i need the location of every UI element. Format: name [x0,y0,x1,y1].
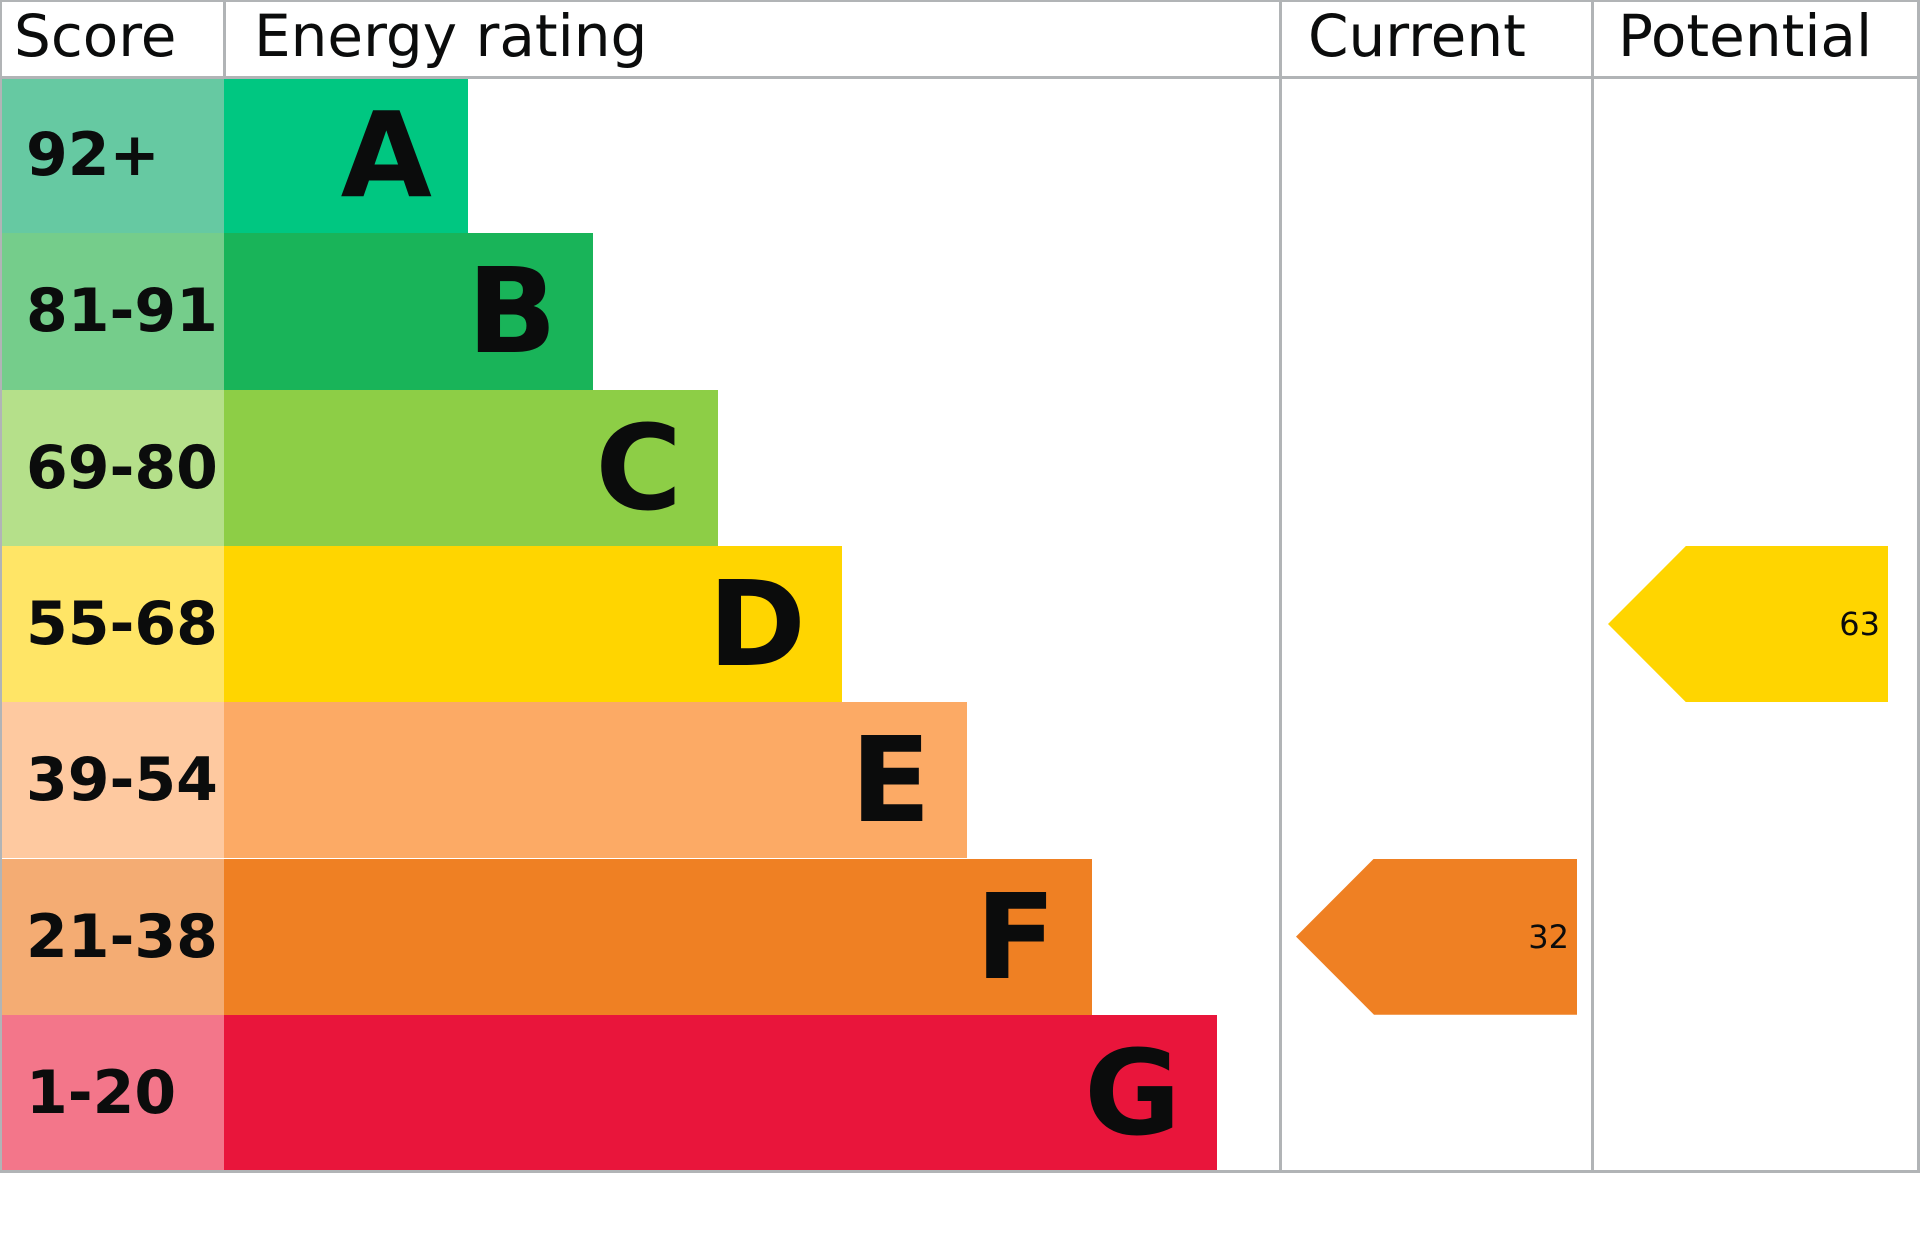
score-range-d: 55-68 [0,545,224,703]
rating-bar-d: D [224,545,842,703]
left-border [0,0,2,1172]
rating-bar-f: F [224,858,1092,1015]
score-range-c: 69-80 [0,389,224,546]
rating-bar-c: C [224,389,718,546]
header-potential: Potential [1618,2,1873,70]
current-rating-arrow: 32 [1296,858,1577,1015]
rating-bar-g: G [224,1014,1217,1172]
score-range-e: 39-54 [0,702,224,859]
bottom-border [0,1170,1920,1173]
potential-divider [1591,0,1594,1172]
rating-bar-e: E [224,702,967,859]
score-range-f: 21-38 [0,858,224,1015]
score-divider [223,0,226,78]
header-energy-rating: Energy rating [254,2,648,70]
score-range-g: 1-20 [0,1014,224,1172]
top-border [0,0,1920,2]
rating-bar-b: B [224,233,593,390]
header-score: Score [14,2,177,70]
score-range-b: 81-91 [0,233,224,390]
right-border [1917,0,1920,1172]
header-divider [0,76,1920,79]
current-divider [1279,0,1282,1172]
score-range-a: 92+ [0,77,224,234]
rating-bar-a: A [224,77,468,234]
header-current: Current [1308,2,1526,70]
potential-rating-arrow: 63 [1608,545,1888,703]
